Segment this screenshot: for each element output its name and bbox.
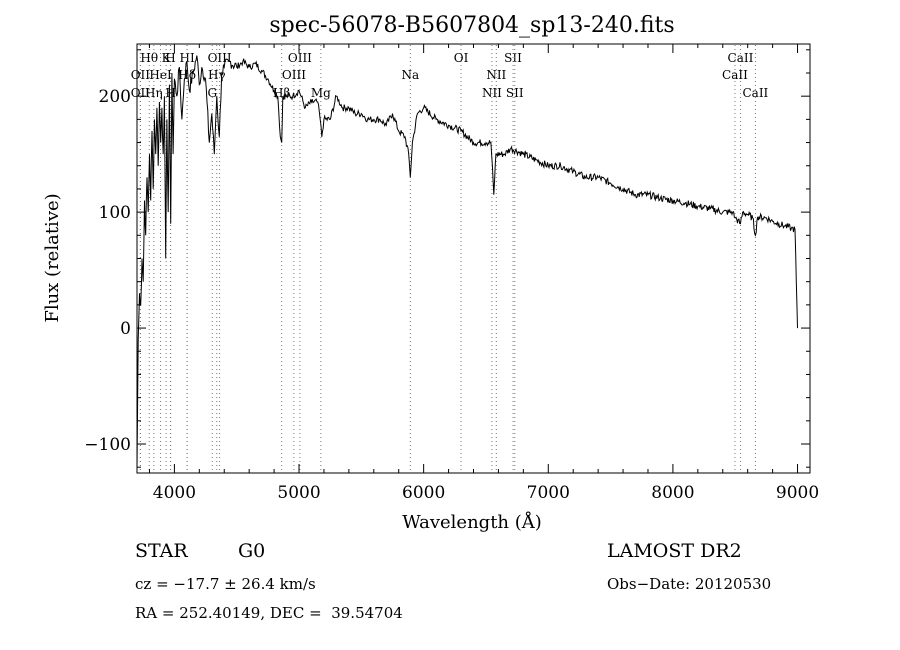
y-tick-label: 200	[99, 87, 131, 107]
line-marker-label: Hη	[145, 86, 163, 100]
line-marker-label: Hθ	[140, 51, 158, 65]
line-marker-label: Mg	[311, 86, 331, 100]
line-marker-label: SII	[506, 86, 524, 100]
x-tick-label: 6000	[402, 483, 445, 503]
observation-date: Obs−Date: 20120530	[607, 575, 772, 593]
line-marker-label: CaII	[728, 51, 754, 65]
redshift-velocity: cz = −17.7 ± 26.4 km/s	[135, 575, 316, 593]
spectrum-series-line	[136, 55, 798, 468]
line-marker-label: CaII	[742, 86, 768, 100]
line-marker-label: OIII	[208, 51, 232, 65]
axis-ticks	[137, 44, 810, 473]
line-marker-label: OII	[131, 68, 151, 82]
x-tick-label: 7000	[527, 483, 570, 503]
coordinates: RA = 252.40149, DEC = 39.54704	[135, 604, 403, 622]
x-tick-label: 5000	[277, 483, 320, 503]
object-class: STAR	[135, 540, 188, 562]
plot-frame	[136, 43, 811, 474]
line-marker-label: NII	[486, 68, 506, 82]
line-marker-label: Na	[401, 68, 419, 82]
object-subclass: G0	[238, 540, 266, 562]
x-tick-label: 9000	[776, 483, 819, 503]
x-tick-label: 8000	[651, 483, 694, 503]
line-marker-label: HeI	[149, 68, 172, 82]
y-tick-label: −100	[84, 435, 131, 455]
y-axis-label: Flux (relative)	[42, 193, 63, 322]
line-marker-label: SII	[504, 51, 522, 65]
tick-labels: 4000 5000 6000 7000 8000 9000 −100 0 100 200	[84, 87, 819, 503]
line-marker-label: G	[207, 86, 217, 100]
line-marker-label: OIII	[282, 68, 306, 82]
line-marker-label: K	[162, 51, 172, 65]
chart-title: spec-56078-B5607804_sp13-240.fits	[269, 13, 674, 38]
survey-name: LAMOST DR2	[607, 540, 742, 562]
line-marker-label: OIII	[288, 51, 312, 65]
line-marker-label: H	[165, 86, 175, 100]
x-tick-label: 4000	[153, 483, 196, 503]
line-marker-label: CaII	[722, 68, 748, 82]
y-tick-label: 100	[99, 203, 131, 223]
line-marker-label: NII	[482, 86, 502, 100]
y-tick-label: 0	[120, 319, 131, 339]
line-marker-label: OI	[454, 51, 469, 65]
x-axis-label: Wavelength (Å)	[402, 511, 542, 533]
